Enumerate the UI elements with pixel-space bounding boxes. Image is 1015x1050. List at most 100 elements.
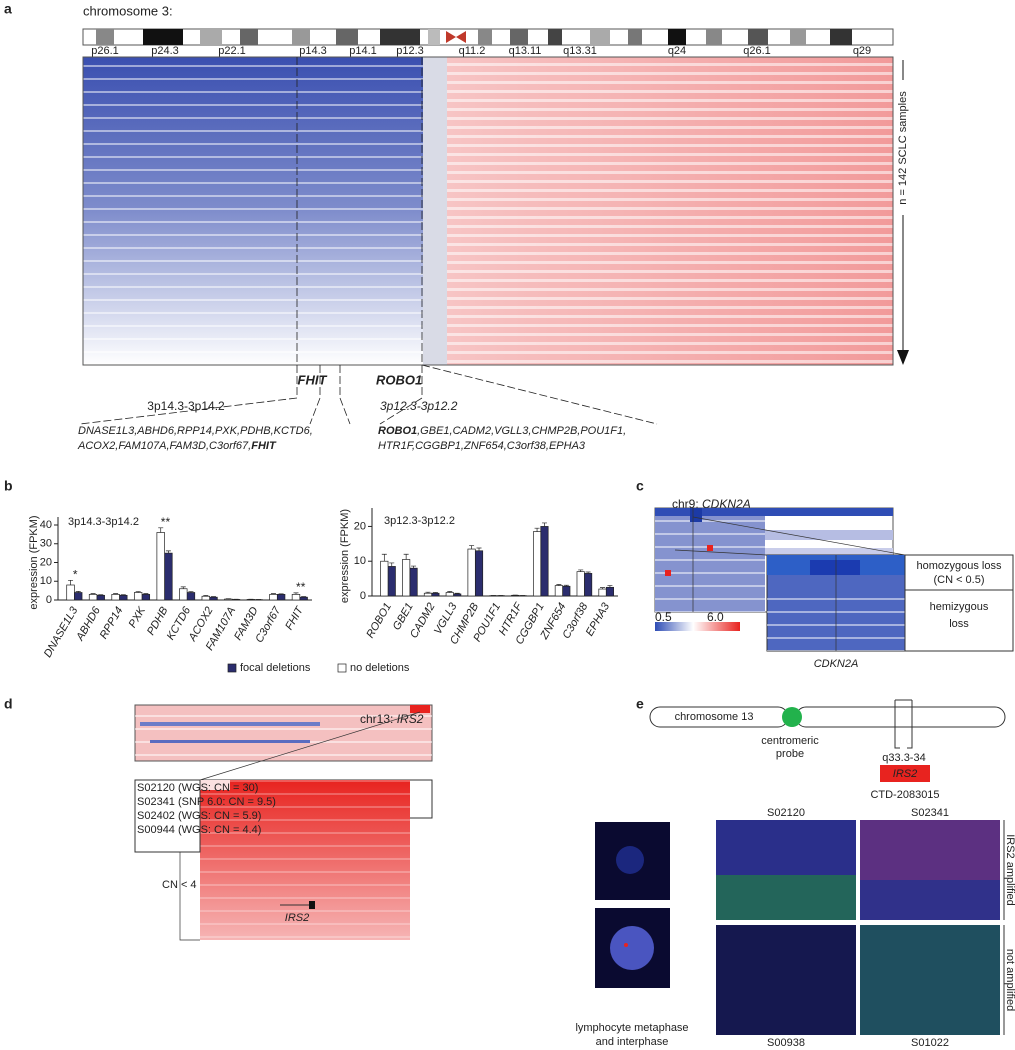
error-bar: [447, 591, 453, 593]
error-bar: [75, 591, 81, 593]
bar: [88, 594, 98, 601]
band-label: p14.1: [349, 45, 377, 57]
bar: [133, 592, 143, 601]
bar: [66, 584, 75, 601]
zoom-line: [674, 549, 768, 556]
clone-label: CTD-2083015: [870, 789, 939, 801]
ideogram: [82, 28, 894, 46]
bar: [605, 586, 614, 597]
legend-label: no deletions: [350, 662, 410, 674]
bar: [423, 592, 433, 597]
error-bar: [585, 571, 591, 574]
row-label: not amplified: [1004, 949, 1015, 1011]
bar: [164, 552, 173, 601]
error-bar: [389, 562, 395, 567]
title-prefix: chr13:: [360, 712, 397, 726]
band-label: q26.1: [743, 45, 771, 57]
error-bar: [143, 593, 149, 595]
legend-label: focal deletions: [240, 662, 311, 674]
error-bar: [469, 545, 475, 550]
significance: **: [296, 580, 306, 594]
error-bar: [135, 591, 141, 593]
error-bar: [607, 585, 613, 588]
error-bar: [301, 596, 307, 598]
legend-box: [904, 554, 1014, 652]
bar: [291, 594, 301, 601]
y-axis-label: expression (FPKM): [28, 515, 40, 609]
bar: [269, 594, 278, 601]
band-label: p12.3: [396, 45, 424, 57]
band-marker: [894, 707, 900, 749]
gene-list: ACOX2,FAM107A,FAM3D,C3orf67,FHIT: [77, 440, 277, 452]
error-bar: [68, 579, 74, 585]
bar: [431, 592, 440, 597]
bar: [598, 588, 607, 597]
gene-list-bold: FHIT: [251, 440, 277, 452]
probe-label: probe: [776, 748, 804, 760]
bar: [209, 596, 218, 601]
bar: [474, 550, 484, 597]
bar: [584, 573, 593, 597]
control-label: lymphocyte metaphase: [575, 1022, 688, 1034]
bar: [445, 592, 454, 597]
error-bar: [293, 592, 299, 595]
sample-label: S02341 (SNP 6.0: CN = 9.5): [137, 796, 276, 808]
legend-swatch: [227, 663, 237, 673]
error-bar: [381, 553, 387, 562]
gene-list: ,GBE1,CADM2,VGLL3,CHMP2B,POU1F1,: [417, 425, 626, 437]
bar: [179, 588, 188, 601]
gene-model: [280, 901, 315, 909]
heatmap: [82, 56, 894, 366]
bar: [224, 598, 233, 601]
error-bar: [432, 592, 438, 594]
region-label: 3p14.3-3p14.2: [147, 399, 225, 413]
error-bar: [534, 527, 540, 532]
y-tick-label: 0: [360, 590, 366, 602]
scale-label: 0.5: [655, 610, 672, 624]
y-axis-label: expression (FPKM): [339, 509, 351, 603]
micrographs: [595, 820, 1000, 1035]
error-bar: [403, 553, 409, 560]
gene-list: ROBO1,GBE1,CADM2,VGLL3,CHMP2B,POU1F1,: [378, 425, 626, 437]
band-label: q13.11: [509, 45, 542, 57]
zoom-stripes: [200, 780, 410, 940]
band-label: q13.31: [563, 45, 597, 57]
error-bar: [578, 569, 584, 572]
probe-box: [880, 765, 930, 782]
error-bar: [158, 527, 164, 533]
bar: [409, 567, 418, 597]
bar: [141, 594, 151, 601]
bar: [111, 594, 120, 601]
gene-label: ROBO1: [376, 372, 422, 387]
zoom-line: [692, 516, 906, 556]
probe-label: centromeric: [761, 735, 819, 747]
row-label: IRS2 amplified: [1004, 834, 1015, 906]
zoom-line: [199, 711, 421, 781]
title-gene: IRS2: [397, 712, 424, 726]
error-bar: [113, 593, 119, 595]
sample-label: S01022: [911, 1037, 949, 1049]
sample-label: S02341: [911, 807, 949, 819]
bar: [562, 585, 571, 597]
gene-list-bold: ROBO1: [378, 425, 417, 437]
region-label: 3p12.3-3p12.2: [380, 399, 458, 413]
panel-label: c: [636, 478, 644, 494]
bar: [532, 531, 542, 597]
sample-label: S00944 (WGS: CN = 4.4): [137, 824, 261, 836]
bar: [96, 594, 105, 601]
band-marker: [907, 707, 913, 749]
label-box: [134, 779, 201, 853]
error-bar: [180, 586, 186, 589]
band-label: p22.1: [218, 45, 246, 57]
y-tick-label: 20: [40, 556, 52, 568]
error-bar: [270, 593, 276, 595]
band-label: q24: [668, 45, 686, 57]
x-tick-label: PXK: [127, 604, 149, 630]
panel-label: b: [4, 478, 13, 494]
bar: [540, 526, 549, 597]
bar: [554, 585, 563, 597]
color-scale: [655, 622, 740, 631]
error-bar: [210, 596, 216, 598]
x-tick-label: FHIT: [283, 604, 306, 632]
